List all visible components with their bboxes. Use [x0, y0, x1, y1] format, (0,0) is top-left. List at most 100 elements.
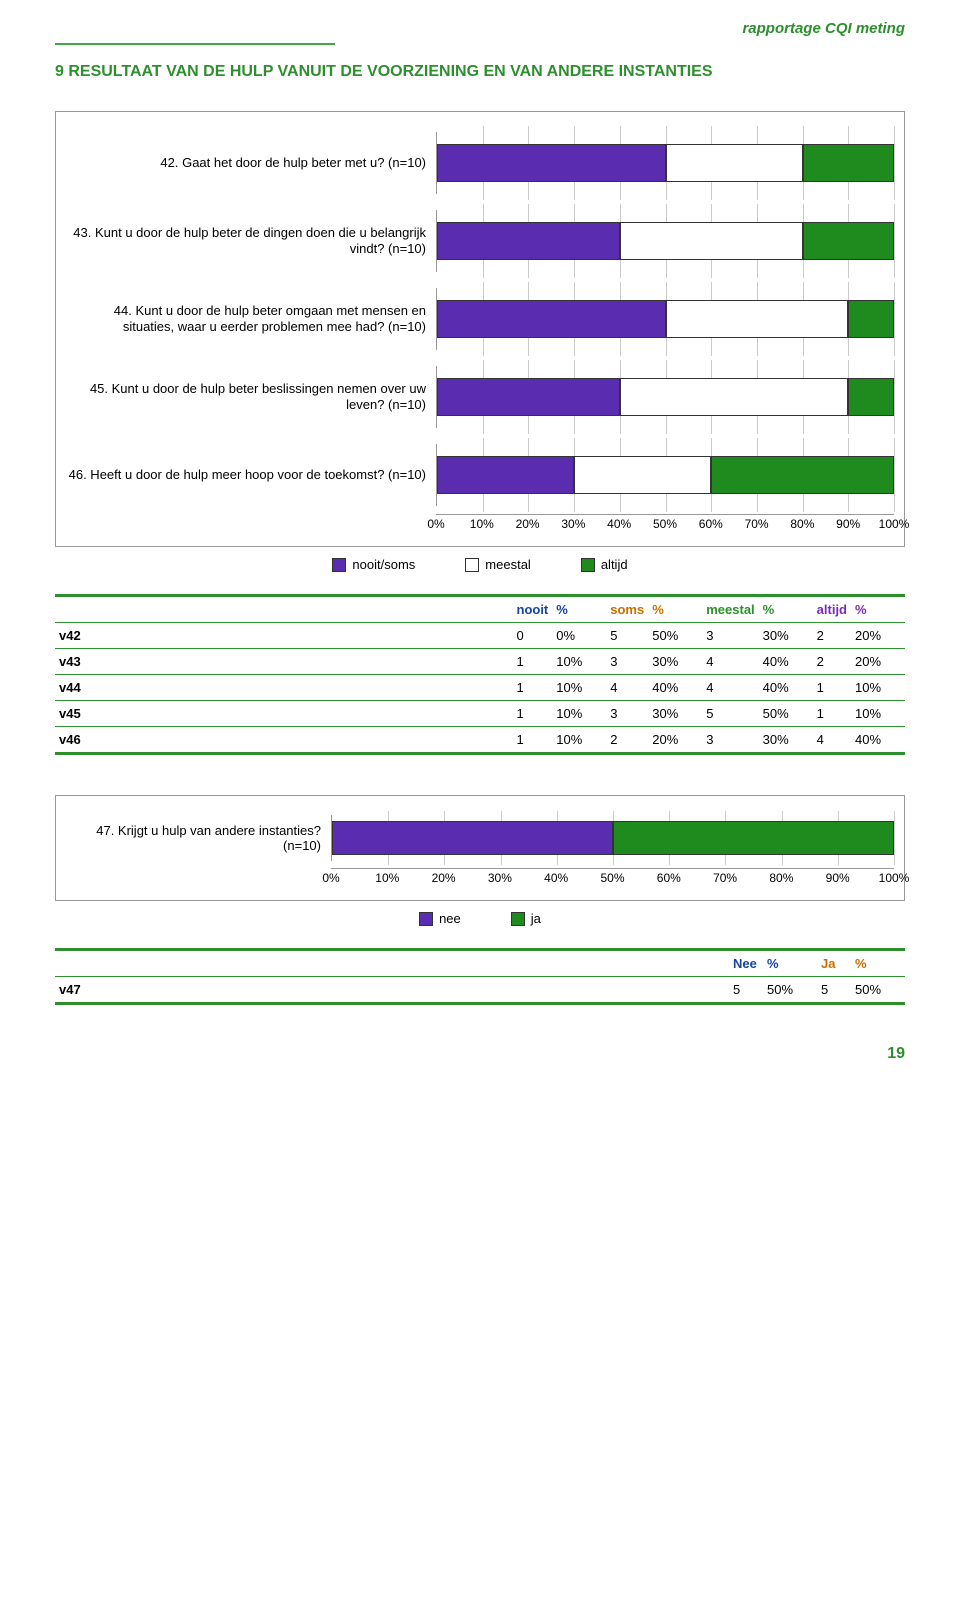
cell-pct: 10%	[552, 727, 606, 754]
axis-tick: 10%	[375, 871, 399, 885]
table-header-pct: %	[851, 596, 905, 623]
cell-count: 4	[606, 675, 648, 701]
axis-tick: 30%	[561, 517, 585, 531]
axis-tick: 80%	[790, 517, 814, 531]
cell-pct: 30%	[759, 727, 813, 754]
cell-count: 2	[606, 727, 648, 754]
chart-row: 44. Kunt u door de hulp beter omgaan met…	[66, 280, 894, 358]
axis-tick: 40%	[607, 517, 631, 531]
bar-segment	[620, 378, 849, 416]
chart-row-label: 42. Gaat het door de hulp beter met u? (…	[66, 155, 436, 171]
table-header-empty	[55, 950, 729, 977]
cell-pct: 40%	[851, 727, 905, 754]
table-row: v43110%330%440%220%	[55, 649, 905, 675]
row-id: v46	[55, 727, 513, 754]
axis-tick: 90%	[836, 517, 860, 531]
table-row: v44110%440%440%110%	[55, 675, 905, 701]
axis-tick: 10%	[470, 517, 494, 531]
cell-pct: 20%	[851, 623, 905, 649]
chart-row-label: 46. Heeft u door de hulp meer hoop voor …	[66, 467, 436, 483]
cell-pct: 30%	[759, 623, 813, 649]
table-header: soms	[606, 596, 648, 623]
legend-swatch	[581, 558, 595, 572]
axis-tick: 40%	[544, 871, 568, 885]
axis-tick: 50%	[600, 871, 624, 885]
legend-label: nooit/soms	[352, 557, 415, 572]
bar-segment	[666, 300, 849, 338]
legend-item: altijd	[581, 557, 628, 572]
axis-tick: 70%	[713, 871, 737, 885]
row-id: v47	[55, 977, 729, 1004]
table-row: v47550%550%	[55, 977, 905, 1004]
legend-swatch	[419, 912, 433, 926]
legend-swatch	[465, 558, 479, 572]
axis-tick: 90%	[826, 871, 850, 885]
row-id: v45	[55, 701, 513, 727]
cell-count: 1	[513, 675, 553, 701]
cell-count: 3	[702, 727, 758, 754]
cell-count: 1	[813, 675, 851, 701]
axis-tick: 30%	[488, 871, 512, 885]
axis-tick: 60%	[699, 517, 723, 531]
table-header-pct: %	[552, 596, 606, 623]
cell-count: 5	[729, 977, 763, 1004]
page-number: 19	[55, 1045, 905, 1063]
chart-row-label: 44. Kunt u door de hulp beter omgaan met…	[66, 303, 436, 336]
bar-segment	[620, 222, 803, 260]
chart-row: 46. Heeft u door de hulp meer hoop voor …	[66, 436, 894, 514]
section-title: 9 RESULTAAT VAN DE HULP VANUIT DE VOORZI…	[55, 63, 905, 81]
cell-count: 4	[702, 675, 758, 701]
bar-segment	[437, 222, 620, 260]
chart-barzone	[436, 210, 894, 272]
chart-barzone	[436, 288, 894, 350]
cell-pct: 10%	[851, 701, 905, 727]
cell-pct: 10%	[552, 675, 606, 701]
bar-segment	[803, 222, 894, 260]
cell-pct: 0%	[552, 623, 606, 649]
bar-segment	[848, 300, 894, 338]
chart-barzone	[436, 444, 894, 506]
axis-tick: 20%	[516, 517, 540, 531]
cell-pct: 10%	[552, 649, 606, 675]
bar-segment	[574, 456, 711, 494]
bar-segment	[711, 456, 894, 494]
legend-item: nooit/soms	[332, 557, 415, 572]
axis-tick: 100%	[879, 871, 910, 885]
chart-barzone	[436, 132, 894, 194]
table-header-pct: %	[851, 950, 905, 977]
axis-tick: 100%	[879, 517, 910, 531]
legend-label: ja	[531, 911, 541, 926]
axis-tick: 0%	[322, 871, 339, 885]
cell-count: 4	[813, 727, 851, 754]
cell-pct: 50%	[763, 977, 817, 1004]
table-header-pct: %	[763, 950, 817, 977]
cell-count: 5	[606, 623, 648, 649]
cell-pct: 50%	[648, 623, 702, 649]
bar-segment	[332, 821, 613, 855]
cell-count: 4	[702, 649, 758, 675]
page-header-right: rapportage CQI meting	[55, 20, 905, 37]
row-id: v42	[55, 623, 513, 649]
axis-tick: 60%	[657, 871, 681, 885]
bar-segment	[437, 300, 666, 338]
chart-row-label: 43. Kunt u door de hulp beter de dingen …	[66, 225, 436, 258]
chart-row-label: 45. Kunt u door de hulp beter beslissing…	[66, 381, 436, 414]
cell-count: 0	[513, 623, 553, 649]
cell-count: 1	[513, 727, 553, 754]
bar-segment	[437, 378, 620, 416]
cell-pct: 20%	[648, 727, 702, 754]
legend-item: nee	[419, 911, 461, 926]
cell-count: 3	[606, 701, 648, 727]
table-header: nooit	[513, 596, 553, 623]
bar-segment	[666, 144, 803, 182]
axis-tick: 70%	[745, 517, 769, 531]
chart-1-legend: nooit/somsmeestalaltijd	[55, 557, 905, 572]
chart-row: 45. Kunt u door de hulp beter beslissing…	[66, 358, 894, 436]
cell-pct: 30%	[648, 649, 702, 675]
cell-count: 3	[702, 623, 758, 649]
cell-pct: 10%	[552, 701, 606, 727]
legend-label: altijd	[601, 557, 628, 572]
bar-segment	[803, 144, 894, 182]
data-table-1: nooit%soms%meestal%altijd%v4200%550%330%…	[55, 594, 905, 755]
header-rule	[55, 43, 335, 45]
